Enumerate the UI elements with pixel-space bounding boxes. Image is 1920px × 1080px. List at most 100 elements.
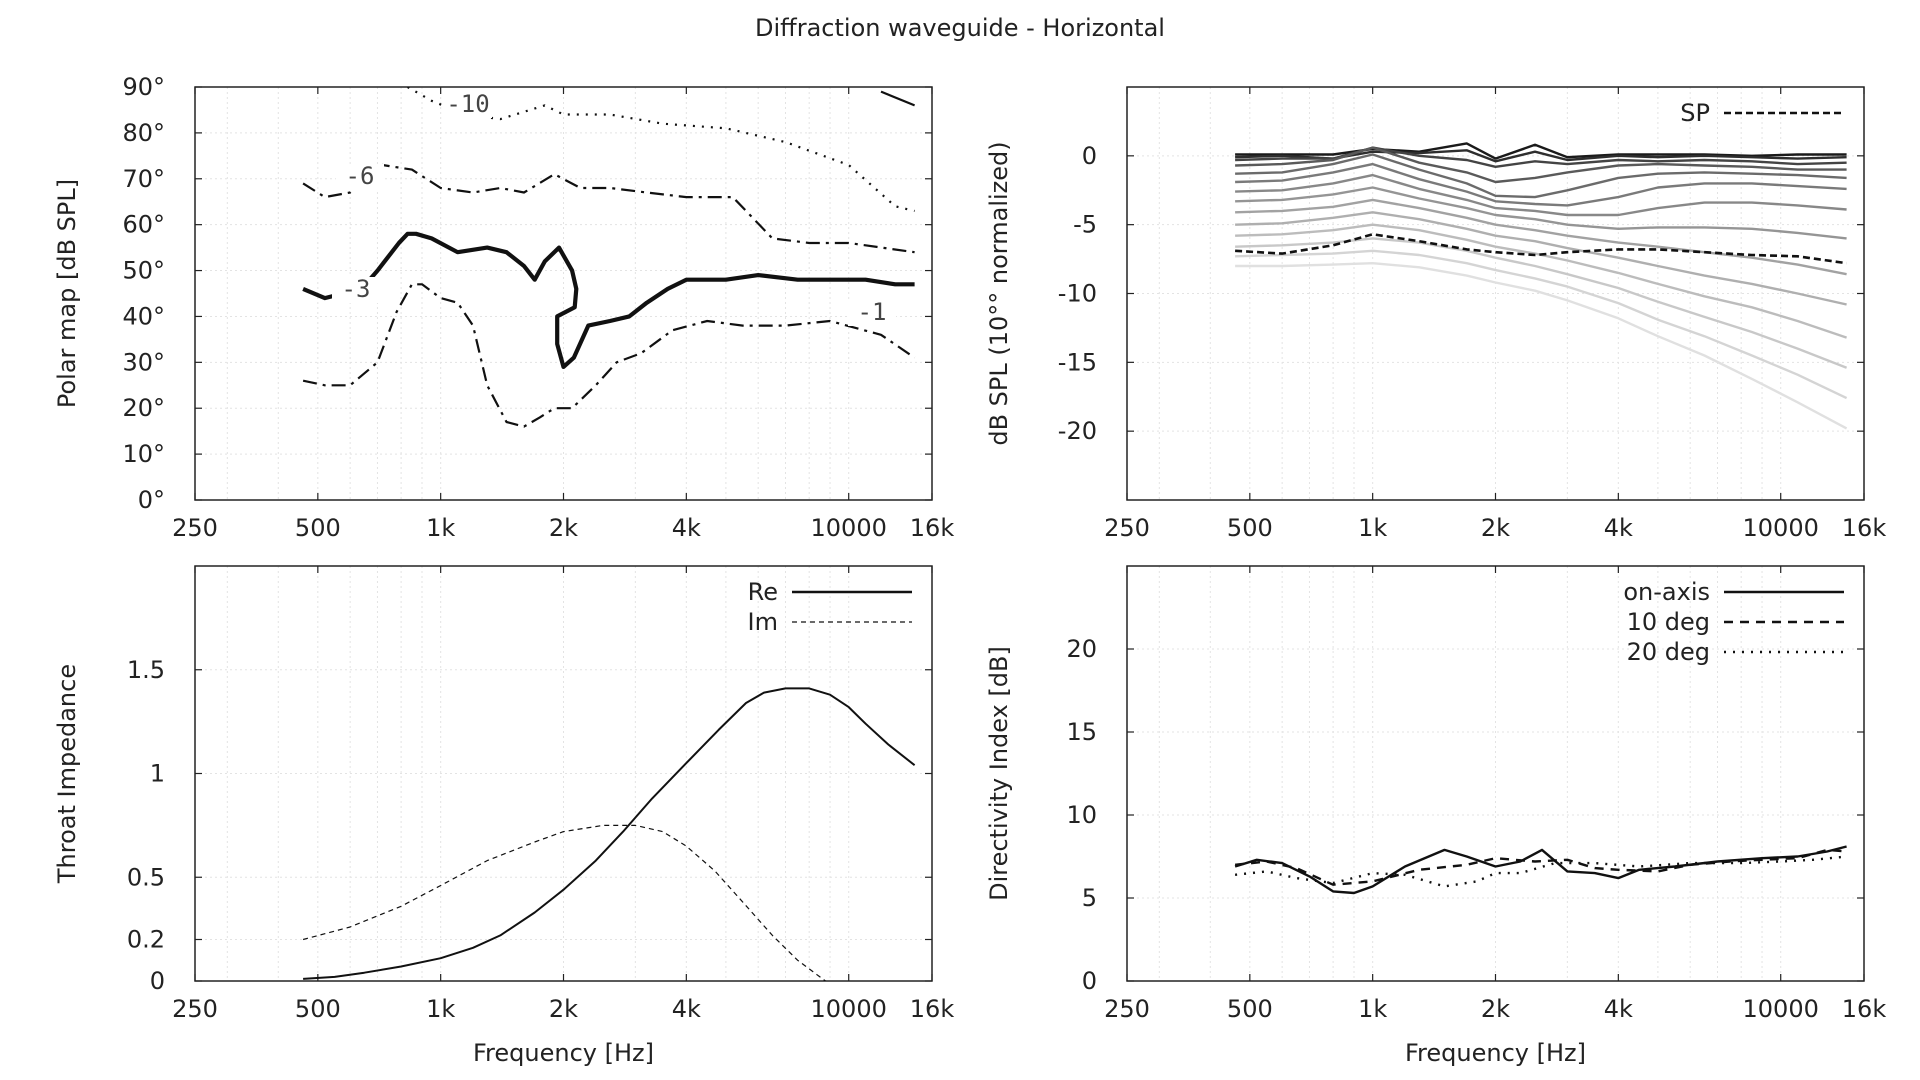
x-tick-label: 10000 (1743, 995, 1819, 1023)
series-line-3 (1235, 146, 1847, 184)
series-line-Im (302, 824, 827, 981)
series-line-6 (1235, 173, 1847, 217)
y-tick-label: 10 (1066, 801, 1097, 829)
x-tick-label: 4k (1604, 995, 1633, 1023)
x-tick-label: 16k (910, 995, 955, 1023)
x-tick-label: 500 (295, 995, 341, 1023)
chart-panel-polar: 250 500 1k 2k 4k 10000 16k 0° 10° 20° 30° 40° 50° 60°… (53, 73, 954, 542)
series-group (1234, 845, 1847, 895)
x-tick-label: 2k (549, 514, 578, 542)
x-axis-label: Frequency [Hz] (1405, 1039, 1586, 1067)
contour-label-bg (444, 92, 492, 118)
chart-panel-spl: 250 500 1k 2k 4k 10000 16k -20 -15 -10 -5 0 dB SPL (… (985, 86, 1887, 542)
y-tick-label: 50° (122, 257, 165, 285)
y-axis-label: Throat Impedance (53, 664, 81, 884)
y-tick-label: 80° (122, 119, 165, 147)
contour-label: -1 (858, 298, 887, 326)
y-axis-label: Directivity Index [dB] (985, 646, 1013, 901)
x-tick-label: 4k (672, 995, 701, 1023)
x-tick-label: 2k (1481, 995, 1510, 1023)
y-tick-label: -15 (1058, 348, 1097, 376)
series-line-8 (1235, 198, 1847, 276)
series-line-7 (1235, 186, 1847, 240)
chart-panel-impedance: 250 500 1k 2k 4k 10000 16k 0 0.2 0.5 1 1.5 Throat Im… (53, 565, 955, 1067)
y-tick-label: 60° (122, 211, 165, 239)
x-tick-label: 1k (426, 995, 455, 1023)
y-tick-label: 1.5 (127, 656, 165, 684)
series-line-1 (302, 283, 916, 428)
x-tick-label: 2k (1481, 514, 1510, 542)
x-tick-label: 1k (1358, 514, 1387, 542)
contour-label: -10 (446, 90, 489, 118)
series-line-10 (1235, 223, 1847, 339)
grid (195, 566, 932, 981)
grid (1127, 87, 1864, 500)
y-axis-label: dB SPL (10°° normalized) (985, 141, 1013, 445)
series-line-3 (302, 231, 915, 369)
y-tick-label: 0 (150, 967, 165, 995)
x-tick-label: 1k (426, 514, 455, 542)
y-tick-label: 10° (122, 440, 165, 468)
series-group (302, 87, 916, 428)
y-tick-label: 0° (138, 486, 165, 514)
x-tick-label: 250 (172, 514, 218, 542)
series-line-10 (880, 90, 916, 107)
legend-label: Re (748, 578, 778, 606)
x-tick-label: 16k (1842, 514, 1887, 542)
series-line-10deg (1234, 848, 1847, 886)
grid (195, 87, 932, 500)
x-tick-label: 4k (1604, 514, 1633, 542)
series-line-0 (1235, 142, 1847, 160)
figure-title: Diffraction waveguide - Horizontal (755, 14, 1165, 42)
series-line-12 (1235, 249, 1848, 400)
contour-label-bg (848, 300, 896, 326)
y-axis-label: Polar map [dB SPL] (53, 179, 81, 408)
legend-label: on-axis (1623, 578, 1710, 606)
legend-label: 10 deg (1627, 608, 1710, 636)
legend-label: 20 deg (1627, 638, 1710, 666)
x-tick-label: 1k (1358, 995, 1387, 1023)
x-tick-label: 250 (1104, 995, 1150, 1023)
y-tick-label: -20 (1058, 417, 1097, 445)
x-tick-label: 10000 (1743, 514, 1819, 542)
y-tick-label: 90° (122, 73, 165, 101)
x-tick-label: 250 (172, 995, 218, 1023)
grid (1127, 566, 1864, 981)
y-tick-label: 20 (1066, 635, 1097, 663)
series-line-SP (1235, 233, 1847, 265)
contour-label-bg (332, 277, 380, 303)
contour-label-bg (336, 164, 384, 190)
legend-label: Im (748, 608, 778, 636)
series-line-Re (303, 687, 916, 980)
y-tick-label: 0.5 (127, 863, 165, 891)
y-tick-label: 20° (122, 394, 165, 422)
x-tick-label: 500 (295, 514, 341, 542)
series-line-20deg (1234, 855, 1847, 888)
x-tick-label: 10000 (811, 514, 887, 542)
y-tick-label: 0 (1082, 967, 1097, 995)
contour-label: -6 (346, 162, 375, 190)
x-tick-label: 10000 (811, 995, 887, 1023)
x-tick-label: 500 (1227, 995, 1273, 1023)
x-axis-label: Frequency [Hz] (473, 1039, 654, 1067)
series-group (1235, 142, 1848, 430)
x-tick-label: 500 (1227, 514, 1273, 542)
x-tick-label: 16k (1842, 995, 1887, 1023)
chart-panel-di: 250 500 1k 2k 4k 10000 16k 0 5 10 15 20 Directivity … (985, 565, 1887, 1067)
series-line-13 (1235, 262, 1848, 430)
x-tick-label: 4k (672, 514, 701, 542)
series-line-6 (302, 163, 915, 254)
x-tick-label: 2k (549, 995, 578, 1023)
y-tick-label: 40° (122, 302, 165, 330)
y-tick-label: 0.2 (127, 926, 165, 954)
y-tick-label: -10 (1058, 280, 1097, 308)
contour-label: -3 (342, 275, 371, 303)
y-tick-label: 0 (1082, 142, 1097, 170)
legend-label: SP (1680, 99, 1710, 127)
x-tick-label: 250 (1104, 514, 1150, 542)
series-line-5 (1235, 162, 1847, 207)
series-line-4 (1235, 153, 1847, 199)
y-tick-label: 70° (122, 165, 165, 193)
series-line-9 (1235, 211, 1847, 306)
